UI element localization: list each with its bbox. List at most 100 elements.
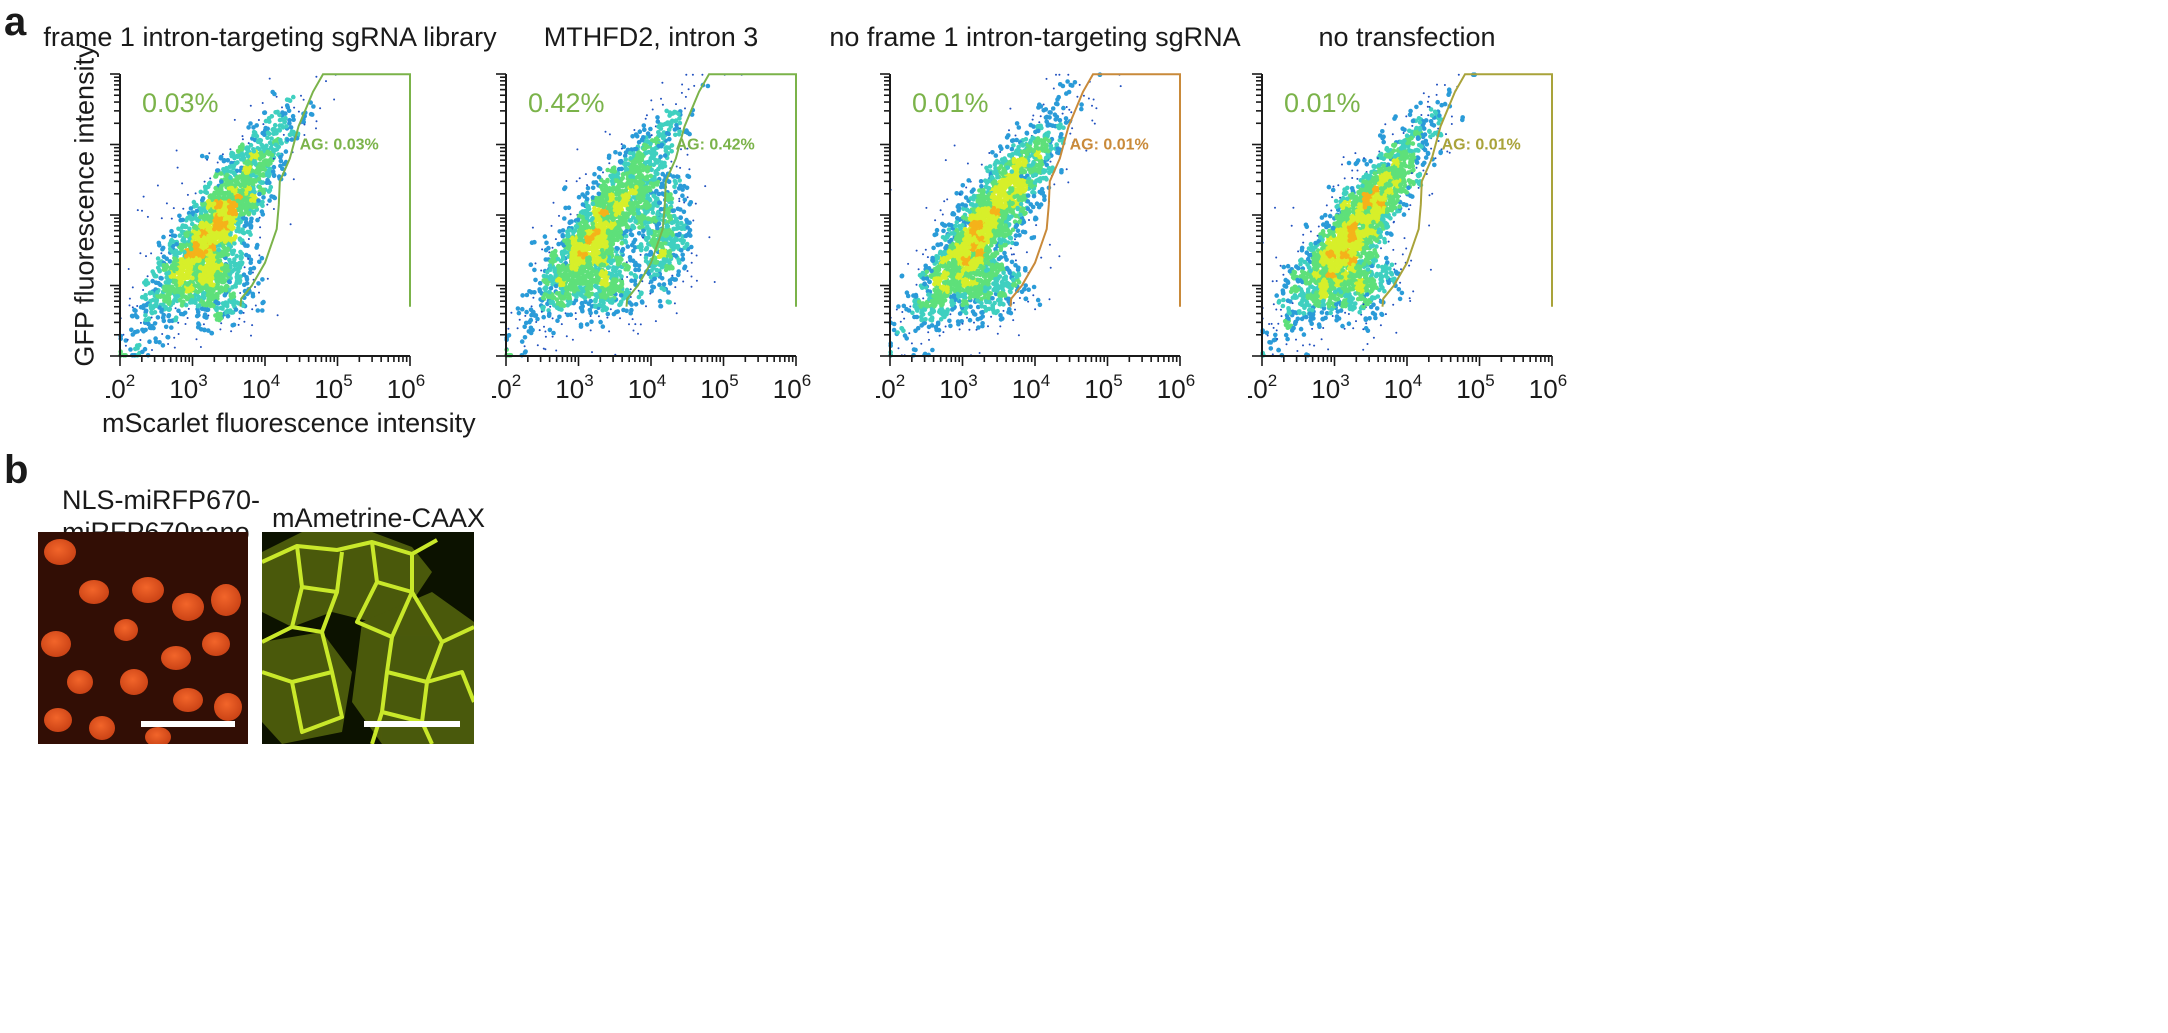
data-point	[197, 257, 202, 263]
data-point	[588, 310, 593, 316]
data-point	[675, 103, 677, 106]
plot-title: MTHFD2, intron 3	[543, 22, 759, 52]
data-point	[163, 305, 168, 310]
data-point	[557, 314, 562, 320]
data-point	[173, 315, 179, 321]
data-point	[195, 297, 201, 302]
data-point	[243, 220, 249, 225]
data-point	[637, 332, 639, 335]
data-point	[671, 174, 676, 179]
data-point	[143, 313, 148, 318]
data-point	[532, 313, 538, 318]
data-point	[680, 91, 683, 94]
data-point	[156, 184, 159, 187]
data-point	[651, 265, 656, 271]
data-point	[285, 137, 290, 142]
data-point	[680, 252, 685, 258]
data-point	[231, 322, 237, 328]
data-point	[652, 174, 657, 180]
data-point	[143, 317, 148, 323]
data-point	[160, 245, 166, 251]
data-point	[257, 259, 262, 265]
data-point	[690, 261, 693, 264]
data-point	[667, 136, 672, 142]
data-point	[140, 349, 145, 355]
data-point	[591, 180, 596, 185]
data-point	[580, 308, 585, 314]
data-point	[689, 244, 694, 250]
data-point	[267, 166, 273, 172]
density-cloud	[504, 73, 743, 358]
data-point	[291, 117, 296, 122]
density-cloud	[118, 73, 337, 358]
data-point	[173, 346, 176, 349]
data-point	[200, 197, 205, 203]
panel-a-letter: a	[4, 0, 27, 44]
data-point	[204, 155, 209, 160]
data-point	[218, 156, 224, 161]
data-point	[636, 294, 642, 300]
data-point	[239, 255, 244, 260]
data-point	[147, 339, 152, 345]
data-point	[259, 226, 262, 229]
data-point	[226, 192, 232, 197]
data-point	[543, 257, 549, 262]
data-point	[542, 234, 548, 239]
data-point	[615, 246, 620, 251]
data-point	[251, 186, 256, 191]
data-point	[605, 311, 611, 317]
data-point	[217, 290, 222, 295]
data-point	[559, 302, 565, 308]
data-point	[271, 131, 276, 137]
data-point	[669, 120, 674, 126]
data-point	[585, 190, 590, 196]
data-point	[248, 121, 253, 126]
data-point	[143, 278, 149, 283]
data-point	[165, 202, 168, 205]
data-point	[249, 181, 254, 186]
data-point	[182, 259, 187, 265]
data-point	[230, 285, 235, 290]
data-point	[231, 170, 236, 176]
data-point	[533, 277, 538, 283]
data-point	[245, 148, 251, 153]
data-point	[202, 201, 207, 207]
data-point	[688, 168, 691, 171]
data-point	[646, 229, 651, 234]
data-point	[654, 188, 659, 194]
data-point	[167, 343, 170, 345]
data-point	[615, 287, 620, 292]
data-point	[519, 339, 525, 344]
data-point	[592, 171, 597, 177]
data-point	[262, 110, 267, 116]
data-point	[209, 282, 215, 287]
data-point	[177, 280, 183, 285]
data-point	[686, 174, 692, 179]
data-point	[584, 208, 590, 214]
data-point	[629, 232, 635, 238]
data-point	[231, 203, 236, 209]
data-point	[223, 220, 229, 225]
data-point	[260, 199, 265, 205]
data-point	[240, 157, 246, 162]
data-point	[225, 246, 230, 251]
data-point	[177, 213, 182, 219]
data-point	[254, 245, 259, 250]
data-point	[621, 296, 626, 301]
data-point	[258, 254, 261, 257]
data-point	[217, 204, 222, 209]
data-point	[645, 131, 651, 136]
data-point	[605, 179, 610, 184]
data-point	[272, 122, 278, 128]
data-point	[167, 259, 173, 264]
data-point	[244, 252, 249, 258]
data-point	[160, 343, 166, 348]
data-point	[128, 304, 131, 307]
data-point	[608, 162, 611, 165]
data-point	[598, 184, 604, 190]
data-point	[227, 164, 233, 170]
data-point	[238, 309, 243, 315]
data-point	[208, 219, 213, 224]
data-point	[544, 335, 547, 338]
data-point	[548, 286, 554, 291]
